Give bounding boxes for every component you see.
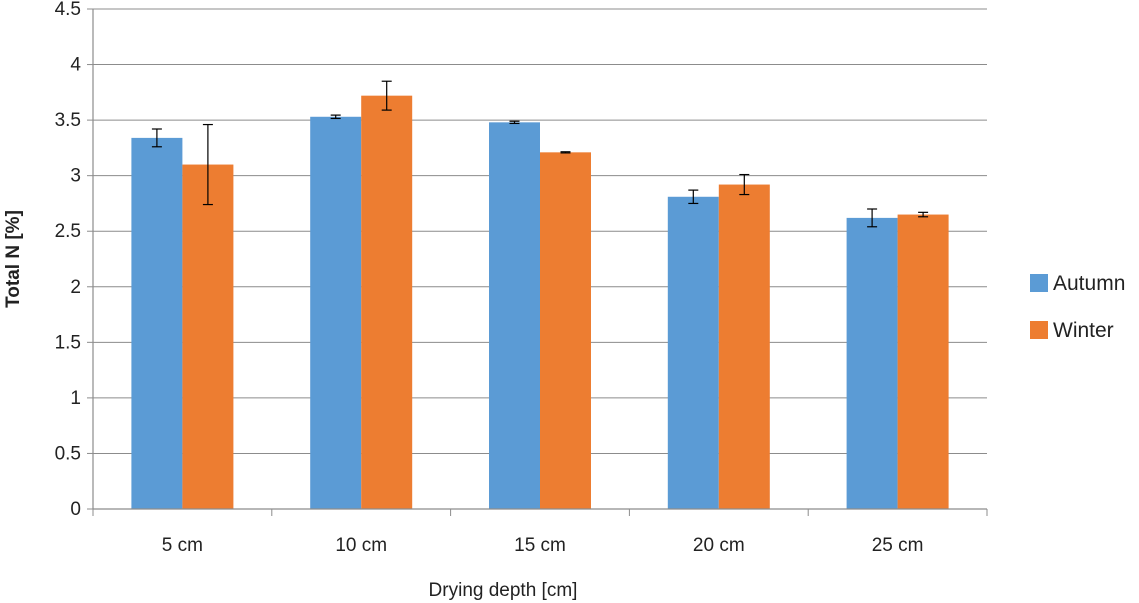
bar-autumn-4 <box>667 196 719 509</box>
x-axis-title: Drying depth [cm] <box>429 580 578 601</box>
bar-winter-5 <box>897 214 949 510</box>
bars <box>131 95 949 510</box>
bar-autumn-1 <box>131 137 183 509</box>
error-bar-autumn-2 <box>330 114 341 120</box>
y-tick-label: 3.5 <box>55 110 81 131</box>
bar-autumn-5 <box>846 217 898 509</box>
y-tick-label: 0 <box>70 499 81 520</box>
error-bar-winter-4 <box>739 173 750 196</box>
x-tick-label: 5 cm <box>162 535 203 556</box>
y-tick-label: 2.5 <box>55 221 81 242</box>
error-bar-autumn-3 <box>509 120 520 125</box>
y-tick-label: 4.5 <box>55 0 81 20</box>
error-bar-autumn-1 <box>151 128 162 148</box>
error-bar-winter-2 <box>381 80 392 111</box>
error-bar-winter-1 <box>202 123 213 206</box>
y-tick-label: 1 <box>70 388 81 409</box>
error-bar-winter-5 <box>918 211 929 218</box>
error-bar-autumn-5 <box>867 208 878 228</box>
legend-label-autumn: Autumn <box>1053 272 1125 295</box>
y-tick-label: 4 <box>70 55 81 76</box>
y-tick-label: 0.5 <box>55 443 81 464</box>
legend-swatch-autumn <box>1030 274 1048 292</box>
bar-winter-4 <box>718 184 770 510</box>
axes <box>87 8 988 516</box>
x-tick-label: 10 cm <box>335 535 387 556</box>
error-bar-autumn-4 <box>688 189 699 205</box>
y-tick-label: 2 <box>70 277 81 298</box>
legend-label-winter: Winter <box>1053 319 1114 342</box>
x-tick-label: 15 cm <box>514 535 566 556</box>
y-tick-labels: 0 0.5 1 1.5 2 2.5 3 3.5 4 4.5 <box>55 0 82 520</box>
x-tick-label: 25 cm <box>872 535 924 556</box>
bar-winter-2 <box>361 95 413 510</box>
bar-autumn-2 <box>310 116 362 510</box>
error-bars <box>151 80 929 228</box>
legend: Autumn Winter <box>1030 272 1125 342</box>
legend-swatch-winter <box>1030 321 1048 339</box>
bar-autumn-3 <box>489 122 540 509</box>
error-bar-winter-3 <box>560 151 571 154</box>
bar-winter-1 <box>182 164 234 510</box>
y-axis-title: Total N [%] <box>3 210 24 308</box>
bar-winter-3 <box>540 152 591 510</box>
x-tick-labels: 5 cm 10 cm 15 cm 20 cm 25 cm <box>162 535 924 556</box>
x-tick-label: 20 cm <box>693 535 745 556</box>
y-tick-label: 3 <box>70 166 81 187</box>
y-tick-label: 1.5 <box>55 332 81 353</box>
